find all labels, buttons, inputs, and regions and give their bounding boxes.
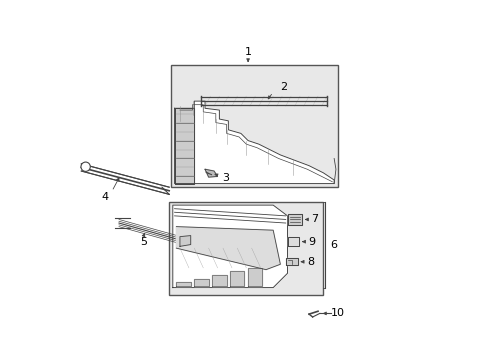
Text: 4: 4 [102,192,109,202]
Polygon shape [174,108,194,184]
Text: 10: 10 [330,309,344,318]
Polygon shape [194,279,208,286]
Text: 6: 6 [329,239,336,249]
Text: 2: 2 [280,82,287,93]
Bar [169,202,323,295]
Text: 1: 1 [244,47,251,57]
Text: 7: 7 [310,215,318,224]
Text: 5: 5 [140,237,146,247]
Polygon shape [212,275,226,286]
Polygon shape [287,214,301,225]
Polygon shape [230,271,244,286]
Polygon shape [172,205,287,288]
Polygon shape [247,268,262,286]
Polygon shape [285,258,297,265]
Text: 3: 3 [222,173,229,183]
Polygon shape [176,226,280,270]
Polygon shape [287,237,298,246]
Text: 9: 9 [308,237,315,247]
Polygon shape [174,101,333,184]
Polygon shape [180,235,190,246]
Circle shape [81,162,90,171]
Polygon shape [176,282,190,286]
Text: 8: 8 [306,257,313,267]
Bar [171,65,337,187]
Polygon shape [204,169,217,177]
